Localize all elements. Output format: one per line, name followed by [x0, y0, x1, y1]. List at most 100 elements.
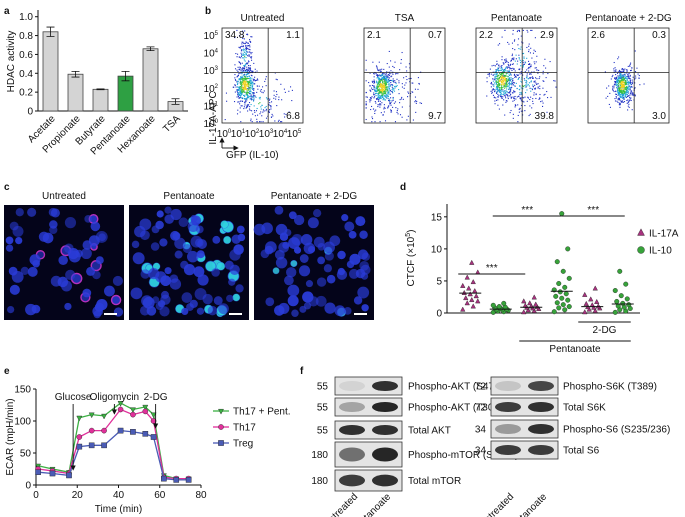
- event-dot: [500, 83, 503, 86]
- data-point: [562, 284, 568, 290]
- event-dot: [241, 73, 243, 75]
- event-dot: [380, 78, 382, 81]
- group-label: Pentanoate: [549, 344, 601, 355]
- event-dot: [412, 91, 414, 93]
- event-dot: [495, 79, 497, 81]
- event-dot: [511, 78, 513, 80]
- cell: [305, 280, 314, 288]
- event-dot: [517, 114, 519, 117]
- event-dot: [500, 67, 502, 69]
- event-dot: [626, 69, 628, 71]
- event-dot: [618, 93, 620, 95]
- data-point: [130, 407, 136, 414]
- event-dot: [242, 97, 244, 99]
- event-dot: [388, 81, 390, 83]
- event-dot: [523, 97, 525, 99]
- data-point: [618, 293, 624, 299]
- event-dot: [490, 83, 492, 85]
- event-dot: [631, 90, 633, 92]
- event-dot: [509, 83, 511, 85]
- event-dot: [391, 86, 393, 88]
- event-dot: [250, 83, 252, 85]
- event-dot: [234, 64, 236, 66]
- event-dot: [626, 82, 629, 84]
- event-dot: [376, 98, 378, 101]
- event-dot: [390, 111, 393, 113]
- event-dot: [502, 69, 504, 71]
- event-dot: [623, 97, 625, 99]
- event-dot: [396, 85, 398, 87]
- event-dot: [242, 86, 244, 88]
- event-dot: [547, 72, 549, 75]
- event-dot: [387, 76, 389, 78]
- cell: [181, 307, 189, 315]
- event-dot: [238, 46, 240, 48]
- event-dot: [240, 76, 242, 78]
- event-dot: [619, 85, 621, 87]
- event-dot: [248, 108, 251, 110]
- event-dot: [234, 84, 237, 86]
- event-dot: [381, 94, 383, 96]
- event-dot: [265, 105, 267, 108]
- event-dot: [510, 60, 512, 62]
- event-dot: [244, 56, 246, 58]
- cell: [324, 251, 334, 261]
- event-dot: [382, 86, 384, 88]
- event-dot: [372, 108, 375, 110]
- cell: [67, 247, 79, 260]
- event-dot: [249, 91, 251, 93]
- event-dot: [510, 74, 512, 76]
- event-dot: [503, 70, 505, 73]
- event-dot: [245, 69, 247, 71]
- event-dot: [247, 45, 249, 47]
- y-tick-label: 150: [14, 385, 31, 396]
- event-dot: [253, 93, 255, 95]
- event-dot: [381, 92, 383, 94]
- event-dot: [625, 86, 627, 88]
- event-dot: [497, 104, 499, 106]
- event-dot: [509, 64, 511, 66]
- event-dot: [625, 94, 627, 96]
- event-dot: [384, 90, 386, 93]
- event-dot: [374, 121, 376, 123]
- flow-x-tick-label-exp: 3: [270, 129, 274, 135]
- event-dot: [387, 74, 389, 76]
- event-dot: [492, 84, 494, 86]
- event-dot: [373, 76, 375, 78]
- event-dot: [507, 61, 509, 64]
- flow-x-tick-label-exp: 5: [298, 129, 302, 135]
- event-dot: [378, 86, 380, 88]
- cell: [182, 244, 192, 254]
- event-dot: [280, 121, 282, 123]
- data-point: [101, 413, 107, 420]
- quadrant-value: 2.6: [591, 30, 605, 41]
- event-dot: [253, 89, 255, 91]
- event-dot: [378, 89, 380, 91]
- event-dot: [266, 98, 268, 100]
- event-dot: [529, 113, 531, 115]
- event-dot: [382, 114, 384, 116]
- event-dot: [623, 69, 625, 71]
- event-dot: [538, 69, 540, 72]
- event-dot: [377, 83, 379, 85]
- event-dot: [619, 71, 621, 73]
- cell: [278, 242, 289, 253]
- event-dot: [383, 94, 385, 96]
- event-dot: [394, 85, 396, 87]
- event-dot: [622, 101, 624, 103]
- event-dot: [401, 51, 403, 54]
- y-axis-label-exp: 5: [405, 233, 412, 237]
- event-dot: [615, 97, 617, 99]
- event-dot: [373, 92, 375, 94]
- event-dot: [394, 121, 397, 123]
- event-dot: [524, 96, 526, 98]
- event-dot: [493, 84, 495, 86]
- event-dot: [245, 98, 247, 100]
- event-dot: [509, 68, 511, 70]
- event-dot: [245, 85, 247, 88]
- event-dot: [236, 90, 238, 92]
- event-dot: [503, 99, 505, 101]
- event-dot: [269, 109, 271, 111]
- cell: [341, 214, 349, 222]
- event-dot: [385, 94, 387, 96]
